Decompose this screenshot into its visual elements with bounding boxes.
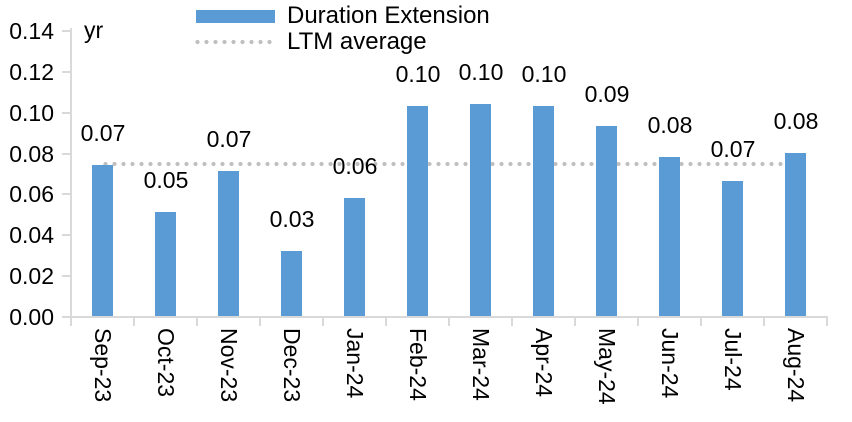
x-tick-mark bbox=[448, 318, 450, 326]
x-category-label: Jun-24 bbox=[657, 328, 683, 399]
x-category-label: Jan-24 bbox=[342, 328, 368, 399]
ltm-average-line bbox=[101, 162, 798, 166]
x-tick-mark bbox=[385, 318, 387, 326]
ltm-average-swatch bbox=[193, 40, 275, 44]
bar bbox=[659, 157, 680, 316]
legend-item-ltm-average: LTM average bbox=[287, 28, 427, 55]
bar-value-label: 0.10 bbox=[458, 59, 504, 85]
y-axis-line bbox=[70, 28, 72, 318]
bar-value-label: 0.05 bbox=[143, 167, 189, 193]
y-tick-mark bbox=[62, 112, 70, 114]
bar-value-label: 0.06 bbox=[332, 153, 378, 179]
y-tick-label: 0.14 bbox=[9, 18, 54, 44]
y-tick-label: 0.08 bbox=[9, 141, 54, 167]
duration-extension-swatch bbox=[196, 10, 275, 23]
bar bbox=[785, 153, 806, 316]
x-tick-mark bbox=[322, 318, 324, 326]
bar bbox=[218, 171, 239, 316]
bar bbox=[344, 198, 365, 316]
bar-value-label: 0.07 bbox=[710, 136, 756, 162]
y-tick-mark bbox=[62, 234, 70, 236]
y-tick-mark bbox=[62, 153, 70, 155]
y-tick-label: 0.12 bbox=[9, 59, 54, 85]
bar-value-label: 0.10 bbox=[395, 61, 441, 87]
bar bbox=[281, 251, 302, 316]
bar-value-label: 0.08 bbox=[647, 112, 693, 138]
bar bbox=[533, 106, 554, 316]
y-tick-mark bbox=[62, 275, 70, 277]
x-tick-mark bbox=[637, 318, 639, 326]
x-tick-mark bbox=[700, 318, 702, 326]
bar bbox=[470, 104, 491, 316]
y-tick-label: 0.06 bbox=[9, 181, 54, 207]
bar bbox=[407, 106, 428, 316]
bar bbox=[722, 181, 743, 316]
x-tick-mark bbox=[574, 318, 576, 326]
y-tick-mark bbox=[62, 71, 70, 73]
bar-value-label: 0.10 bbox=[521, 61, 567, 87]
y-tick-label: 0.04 bbox=[9, 222, 54, 248]
bar-value-label: 0.08 bbox=[773, 108, 819, 134]
unit-label: yr bbox=[84, 17, 104, 43]
x-category-label: Aug-24 bbox=[783, 328, 809, 403]
bar-value-label: 0.07 bbox=[80, 120, 126, 146]
x-category-label: Oct-23 bbox=[153, 328, 179, 398]
x-tick-mark bbox=[70, 318, 72, 326]
x-tick-mark bbox=[511, 318, 513, 326]
y-tick-label: 0.02 bbox=[9, 263, 54, 289]
x-tick-mark bbox=[196, 318, 198, 326]
legend-item-duration-extension: Duration Extension bbox=[287, 2, 490, 29]
x-tick-mark bbox=[259, 318, 261, 326]
y-tick-label: 0.00 bbox=[9, 304, 54, 330]
x-tick-mark bbox=[826, 318, 828, 326]
legend: Duration Extension LTM average bbox=[0, 0, 852, 56]
bar bbox=[92, 165, 113, 316]
bar-value-label: 0.07 bbox=[206, 126, 252, 152]
bar-value-label: 0.09 bbox=[584, 81, 630, 107]
y-tick-mark bbox=[62, 30, 70, 32]
x-category-label: Sep-23 bbox=[90, 328, 116, 403]
x-category-label: Jul-24 bbox=[720, 328, 746, 391]
y-tick-mark bbox=[62, 193, 70, 195]
x-tick-mark bbox=[763, 318, 765, 326]
x-category-label: Apr-24 bbox=[531, 328, 557, 398]
x-category-label: Nov-23 bbox=[216, 328, 242, 403]
x-axis-line bbox=[70, 316, 828, 318]
bar bbox=[155, 212, 176, 316]
bar-value-label: 0.03 bbox=[269, 206, 315, 232]
bar bbox=[596, 126, 617, 316]
x-category-label: Dec-23 bbox=[279, 328, 305, 403]
x-category-label: May-24 bbox=[594, 328, 620, 405]
x-category-label: Mar-24 bbox=[468, 328, 494, 401]
y-tick-label: 0.10 bbox=[9, 100, 54, 126]
y-tick-mark bbox=[62, 316, 70, 318]
x-tick-mark bbox=[133, 318, 135, 326]
x-category-label: Feb-24 bbox=[405, 328, 431, 401]
